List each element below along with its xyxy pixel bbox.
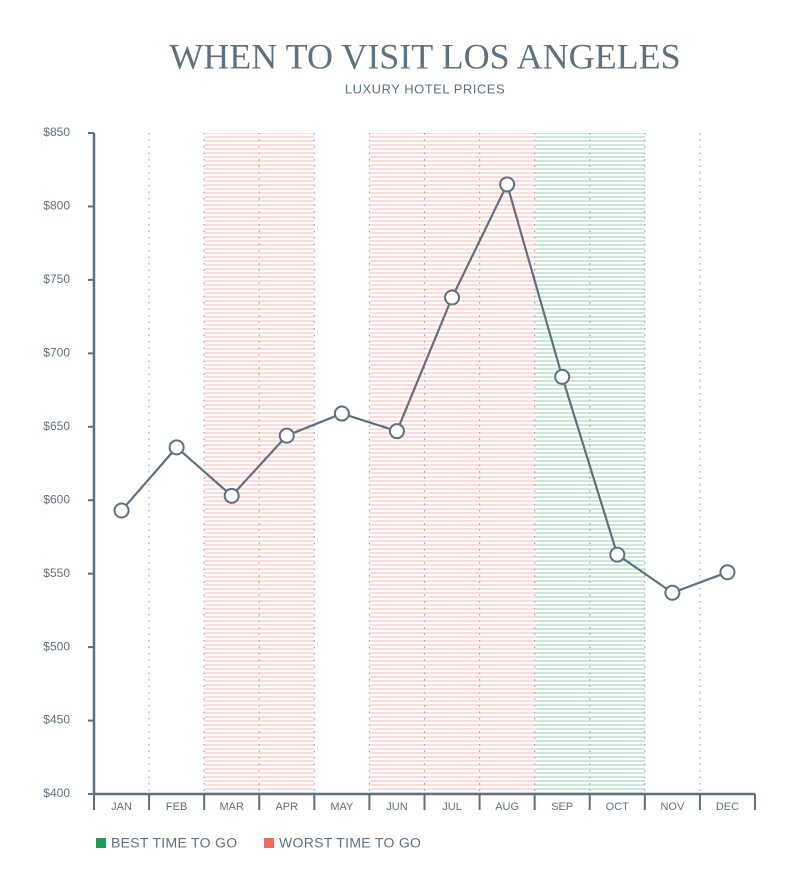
data-point	[168, 439, 185, 456]
y-tick-label: $750	[43, 272, 70, 286]
data-point	[444, 289, 461, 306]
chart-subtitle: LUXURY HOTEL PRICES	[345, 81, 505, 96]
highlight-band	[369, 133, 535, 794]
series-line	[120, 181, 728, 594]
x-tick-label: OCT	[606, 801, 630, 813]
x-tick-label: DEC	[716, 801, 739, 813]
x-tick-label: APR	[275, 801, 298, 813]
x-tick-label: MAR	[219, 801, 244, 813]
data-point	[113, 502, 130, 519]
data-point	[223, 487, 240, 504]
legend-swatch	[96, 838, 106, 848]
y-tick-label: $800	[43, 199, 70, 213]
data-point	[609, 546, 626, 563]
data-point	[664, 584, 681, 601]
chart-title: WHEN TO VISIT LOS ANGELES	[169, 36, 680, 76]
y-tick-label: $450	[43, 713, 70, 727]
x-tick-label: JUL	[442, 801, 462, 813]
x-tick-label: NOV	[660, 801, 685, 813]
data-point	[278, 427, 295, 444]
legend-swatch	[264, 838, 274, 848]
legend-label: BEST TIME TO GO	[111, 835, 237, 851]
y-tick-label: $850	[43, 125, 70, 139]
y-tick-label: $700	[43, 346, 70, 360]
y-tick-label: $650	[43, 419, 70, 433]
data-point	[554, 368, 571, 385]
highlight-band	[204, 133, 315, 794]
x-tick-label: JAN	[111, 801, 132, 813]
data-point	[388, 423, 405, 440]
y-tick-label: $600	[43, 492, 70, 506]
x-tick-label: JUN	[386, 801, 407, 813]
data-point	[499, 176, 516, 193]
x-tick-label: SEP	[551, 801, 573, 813]
x-tick-label: MAY	[330, 801, 354, 813]
y-tick-label: $550	[43, 566, 70, 580]
y-tick-label: $400	[43, 786, 70, 800]
legend-label: WORST TIME TO GO	[279, 835, 421, 851]
x-tick-label: AUG	[495, 801, 519, 813]
data-point	[719, 564, 736, 581]
x-tick-label: FEB	[166, 801, 187, 813]
y-tick-label: $500	[43, 639, 70, 653]
data-point	[333, 405, 350, 422]
